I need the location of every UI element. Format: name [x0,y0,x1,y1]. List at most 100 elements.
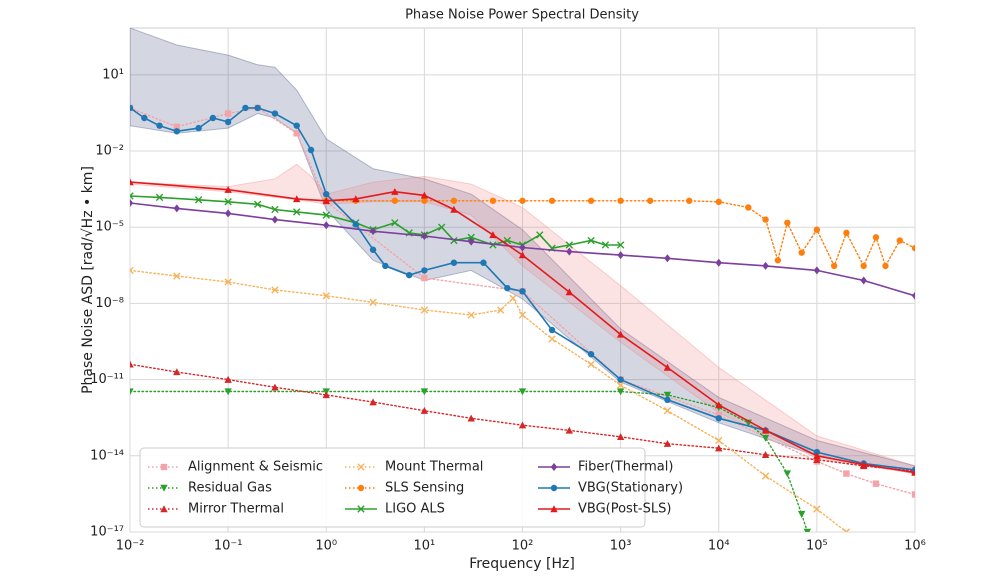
marker [420,306,429,314]
x-tick-label: 10³ [610,539,632,554]
x-tick-label: 10⁵ [806,539,828,554]
marker [617,376,624,383]
marker [322,292,330,300]
marker [519,243,526,252]
marker [616,433,625,441]
marker [803,528,812,532]
marker [872,234,880,241]
marker [382,262,389,270]
marker [391,188,399,195]
marker [646,197,654,204]
data-layer [130,28,915,532]
marker [872,480,880,487]
marker [357,505,365,513]
marker [548,335,556,343]
marker [323,190,330,198]
marker [664,396,671,404]
marker [156,122,163,129]
marker [587,197,595,204]
marker [405,271,413,279]
marker [663,439,672,447]
y-tick-label: 10⁻¹¹ [90,372,124,387]
marker [352,195,360,203]
marker [797,511,806,518]
marker [450,236,458,245]
marker [830,262,838,270]
marker [497,306,505,314]
marker [882,262,889,270]
y-tick-label: 10⁻⁵ [95,220,124,235]
marker [616,330,625,338]
marker [761,434,770,442]
marker [130,199,134,208]
marker [715,436,723,445]
series-line [130,107,915,496]
y-tick-label: 10⁻¹⁴ [90,448,124,463]
marker [357,484,365,492]
marker [467,233,475,242]
marker [293,208,301,216]
marker [160,505,168,513]
legend-label: Mirror Thermal [188,502,284,517]
marker [224,388,232,396]
x-tick-label: 10⁻² [116,539,145,554]
y-tick-label: 10⁻¹⁷ [90,525,124,540]
marker [224,198,232,206]
marker [209,114,217,122]
marker [450,197,458,204]
marker [536,231,544,239]
marker [842,528,851,532]
marker [391,219,399,227]
marker [357,463,365,471]
marker [173,368,181,376]
marker [480,259,487,266]
marker [322,211,330,219]
x-tick-label: 10⁰ [315,539,337,554]
series-line [325,200,915,268]
marker [715,198,722,206]
marker [130,178,134,186]
legend-label: LIGO ALS [385,502,445,517]
marker [550,505,558,513]
x-tick-label: 10⁴ [708,539,730,554]
marker [173,204,181,213]
marker [813,226,821,233]
marker [550,484,558,492]
marker [421,267,428,274]
marker [518,388,527,396]
marker [467,414,475,422]
marker [437,223,446,231]
marker [504,284,511,292]
marker [565,241,574,249]
marker [421,197,428,204]
x-tick-label: 10² [512,539,534,554]
marker [565,426,574,434]
marker [761,472,770,480]
marker [195,124,202,132]
marker [271,286,279,294]
marker [663,363,672,371]
marker [550,463,558,471]
marker [160,463,168,471]
marker [587,236,595,245]
marker [860,262,867,270]
marker [617,197,624,204]
marker [762,216,769,223]
marker [715,401,723,409]
marker [450,205,458,213]
marker [467,311,475,319]
marker [860,276,867,285]
marker [548,197,556,204]
marker [489,241,497,249]
marker [548,326,556,334]
marker [271,215,279,224]
marker [130,266,134,275]
marker [911,468,915,476]
marker [664,254,671,263]
marker [173,128,181,135]
marker [616,381,625,389]
legend-label: Alignment & Seismic [188,460,323,475]
marker [616,388,625,396]
marker [155,193,164,202]
marker [843,470,850,477]
